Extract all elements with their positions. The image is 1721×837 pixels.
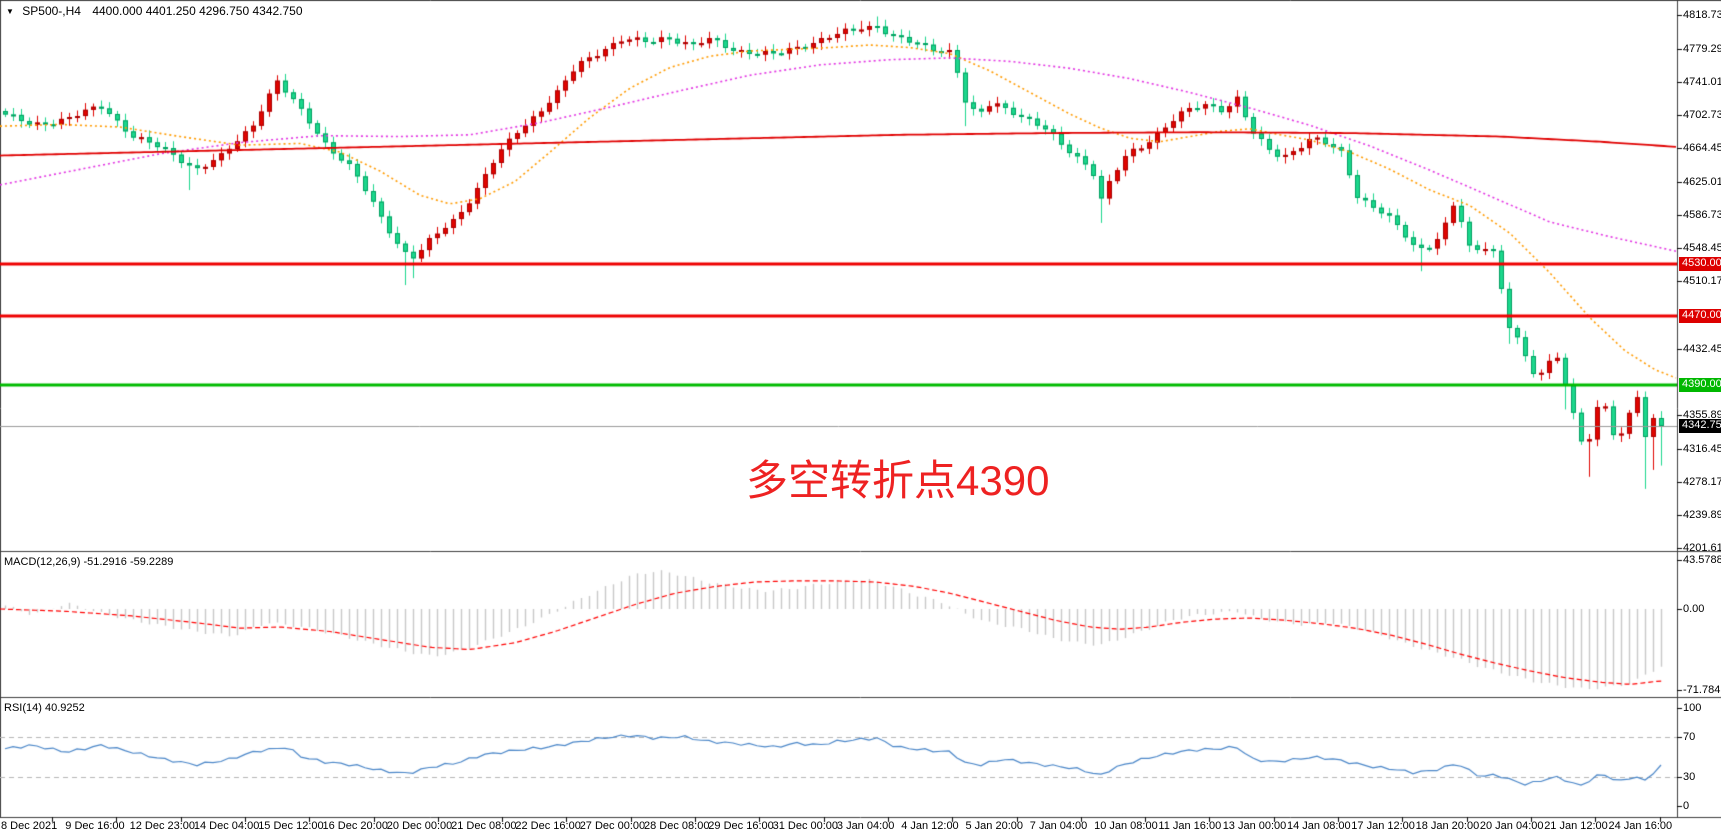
time-axis-label: 13 Jan 00:00 <box>1222 820 1287 832</box>
time-axis-label: 22 Dec 16:00 <box>515 820 581 832</box>
symbol-timeframe-label: SP500-,H4 <box>22 4 81 18</box>
price-axis-label: 4779.290 <box>1683 43 1721 56</box>
price-axis-label: 4510.170 <box>1683 275 1721 288</box>
time-axis-label: 10 Jan 08:00 <box>1094 820 1158 832</box>
time-axis-label: 14 Dec 04:00 <box>193 820 260 832</box>
price-axis-label: 4741.010 <box>1683 76 1721 89</box>
time-axis-label: 14 Jan 08:00 <box>1287 820 1351 832</box>
price-axis-label: 4702.730 <box>1683 109 1721 122</box>
time-axis-label: 16 Dec 20:00 <box>322 820 388 832</box>
time-axis-label: 9 Dec 16:00 <box>65 820 125 832</box>
macd-axis-label: 0.00 <box>1683 603 1705 615</box>
macd-axis-label: -71.784 <box>1683 683 1721 696</box>
time-axis-label: 4 Jan 12:00 <box>901 820 959 832</box>
price-level-box: 4530.000 <box>1679 257 1721 272</box>
time-axis-label: 21 Dec 08:00 <box>451 820 517 832</box>
price-level-box: 4470.000 <box>1679 309 1721 324</box>
time-axis-label: 8 Dec 2021 <box>1 820 58 832</box>
price-level-box: 4342.750 <box>1679 419 1721 434</box>
rsi-axis-label: 30 <box>1683 770 1696 783</box>
rsi-axis-label: 70 <box>1683 731 1696 744</box>
time-axis-label: 11 Jan 16:00 <box>1158 820 1222 832</box>
time-axis-label: 20 Dec 00:00 <box>386 820 453 832</box>
chart-title: ▼ SP500-,H4 4400.000 4401.250 4296.750 4… <box>6 4 303 18</box>
annotation-text: 多空转折点4390 <box>746 457 1050 504</box>
time-axis-label: 5 Jan 20:00 <box>965 820 1024 832</box>
time-axis-label: 17 Jan 12:00 <box>1351 820 1415 832</box>
time-axis-label: 7 Jan 04:00 <box>1029 820 1088 832</box>
time-axis-label: 3 Jan 04:00 <box>836 820 895 832</box>
rsi-axis-label: 100 <box>1683 702 1702 714</box>
time-axis-label: 24 Jan 16:00 <box>1608 820 1673 832</box>
price-axis-label: 4818.730 <box>1683 9 1721 21</box>
time-axis-label: 27 Dec 00:00 <box>579 820 646 832</box>
price-axis-label: 4625.010 <box>1683 176 1721 189</box>
time-axis-label: 12 Dec 23:00 <box>129 820 196 832</box>
price-axis-label: 4355.890 <box>1683 408 1721 421</box>
price-axis-label: 4316.450 <box>1683 442 1721 455</box>
time-axis-label: 18 Jan 20:00 <box>1415 820 1480 832</box>
price-level-box: 4390.000 <box>1679 378 1721 393</box>
macd-indicator-label: MACD(12,26,9) -51.2916 -59.2289 <box>4 556 174 568</box>
ohlc-values-label: 4400.000 4401.250 4296.750 4342.750 <box>92 4 303 18</box>
rsi-indicator-label: RSI(14) 40.9252 <box>4 702 85 714</box>
price-axis-label: 4432.450 <box>1683 342 1721 355</box>
price-axis-label: 4201.610 <box>1683 541 1721 554</box>
rsi-axis-label: 0 <box>1683 800 1690 812</box>
price-axis-label: 4664.450 <box>1683 142 1721 155</box>
price-axis-label: 4239.890 <box>1683 508 1721 521</box>
time-axis-label: 21 Jan 12:00 <box>1544 820 1608 832</box>
time-axis-label: 15 Dec 12:00 <box>258 820 324 832</box>
macd-axis-label: 43.5788 <box>1683 553 1721 566</box>
price-axis-label: 4586.730 <box>1683 209 1721 222</box>
time-axis-label: 28 Dec 08:00 <box>644 820 710 832</box>
time-axis-label: 29 Dec 16:00 <box>708 820 774 832</box>
time-axis-label: 20 Jan 04:00 <box>1479 820 1544 832</box>
time-axis-label: 31 Dec 00:00 <box>772 820 839 832</box>
price-axis-label: 4548.450 <box>1683 242 1721 255</box>
price-axis-label: 4278.170 <box>1683 475 1721 488</box>
dropdown-triangle-icon[interactable]: ▼ <box>6 7 14 16</box>
